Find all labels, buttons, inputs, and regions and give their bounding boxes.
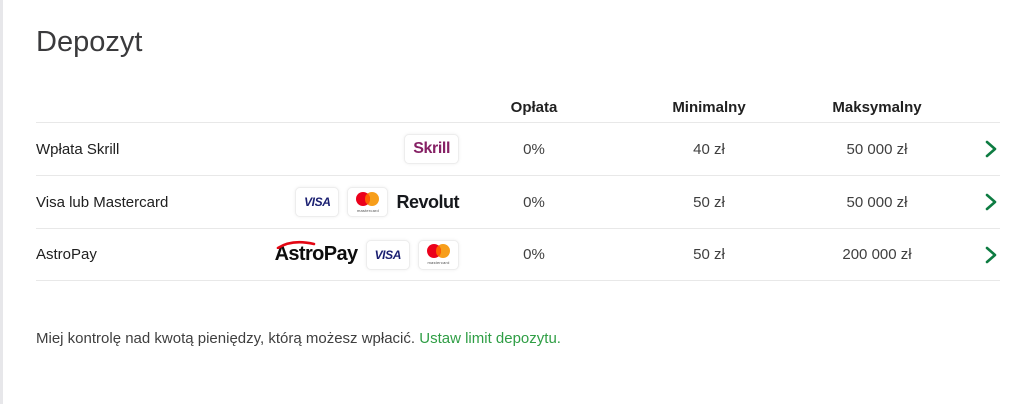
table-header-row: Opłata Minimalny Maksymalny [36,93,1000,122]
mastercard-circles-icon [427,244,450,258]
visa-logo-text: VISA [374,247,402,262]
column-header-max: Maksymalny [832,99,922,116]
column-header-fee: Opłata [510,99,558,116]
fee-value: 0% [523,140,545,158]
mastercard-logo-text: mastercard [427,260,450,265]
astropay-logo-text: AstroPay [274,243,359,265]
chevron-right-icon[interactable] [983,139,999,159]
max-value: 50 000 zł [846,193,908,211]
mastercard-circles-icon [356,191,380,206]
table-row-astropay[interactable]: AstroPay AstroPay VISA mastercard 0% [36,228,1000,281]
method-logos: AstroPay VISA mastercard [275,239,461,270]
table-row-visa-mastercard[interactable]: Visa lub Mastercard VISA mastercard Revo… [36,175,1000,228]
page-title: Depozyt [36,26,143,58]
fee-value: 0% [523,246,545,263]
table-row-skrill[interactable]: Wpłata Skrill Skrill 0% 40 zł 50 000 zł [36,122,1000,175]
method-name: Wpłata Skrill [36,140,120,158]
method-name: Visa lub Mastercard [36,193,169,211]
set-deposit-limit-link[interactable]: Ustaw limit depozytu. [419,330,561,347]
page-left-edge [0,0,3,404]
mastercard-logo-text: mastercard [356,207,379,213]
skrill-logo: Skrill [404,134,459,164]
fee-value: 0% [523,193,545,211]
min-value: 40 zł [693,140,725,158]
max-value: 50 000 zł [846,140,908,158]
revolut-logo: Revolut [396,191,459,212]
max-value: 200 000 zł [842,246,912,263]
skrill-logo-text: Skrill [413,140,450,157]
astropay-arc-icon [276,240,315,249]
method-name: AstroPay [36,246,97,263]
visa-logo: VISA [295,187,340,217]
method-logos: Skrill [296,134,461,164]
chevron-right-icon[interactable] [983,245,999,265]
deposit-limit-note: Miej kontrolę nad kwotą pieniędzy, którą… [36,330,1000,347]
method-logos: VISA mastercard Revolut [295,187,461,217]
min-value: 50 zł [693,193,725,211]
chevron-right-icon[interactable] [983,192,999,212]
astropay-logo: AstroPay [274,240,359,266]
visa-logo-text: VISA [304,195,331,209]
min-value: 50 zł [693,246,725,263]
mastercard-logo: mastercard [418,239,459,270]
deposit-panel: Depozyt Opłata Minimalny Maksymalny Wpła… [36,26,1000,347]
mastercard-logo: mastercard [347,187,389,217]
column-header-min: Minimalny [672,99,746,116]
deposit-limit-note-text: Miej kontrolę nad kwotą pieniędzy, którą… [36,330,420,347]
visa-logo: VISA [365,239,410,270]
